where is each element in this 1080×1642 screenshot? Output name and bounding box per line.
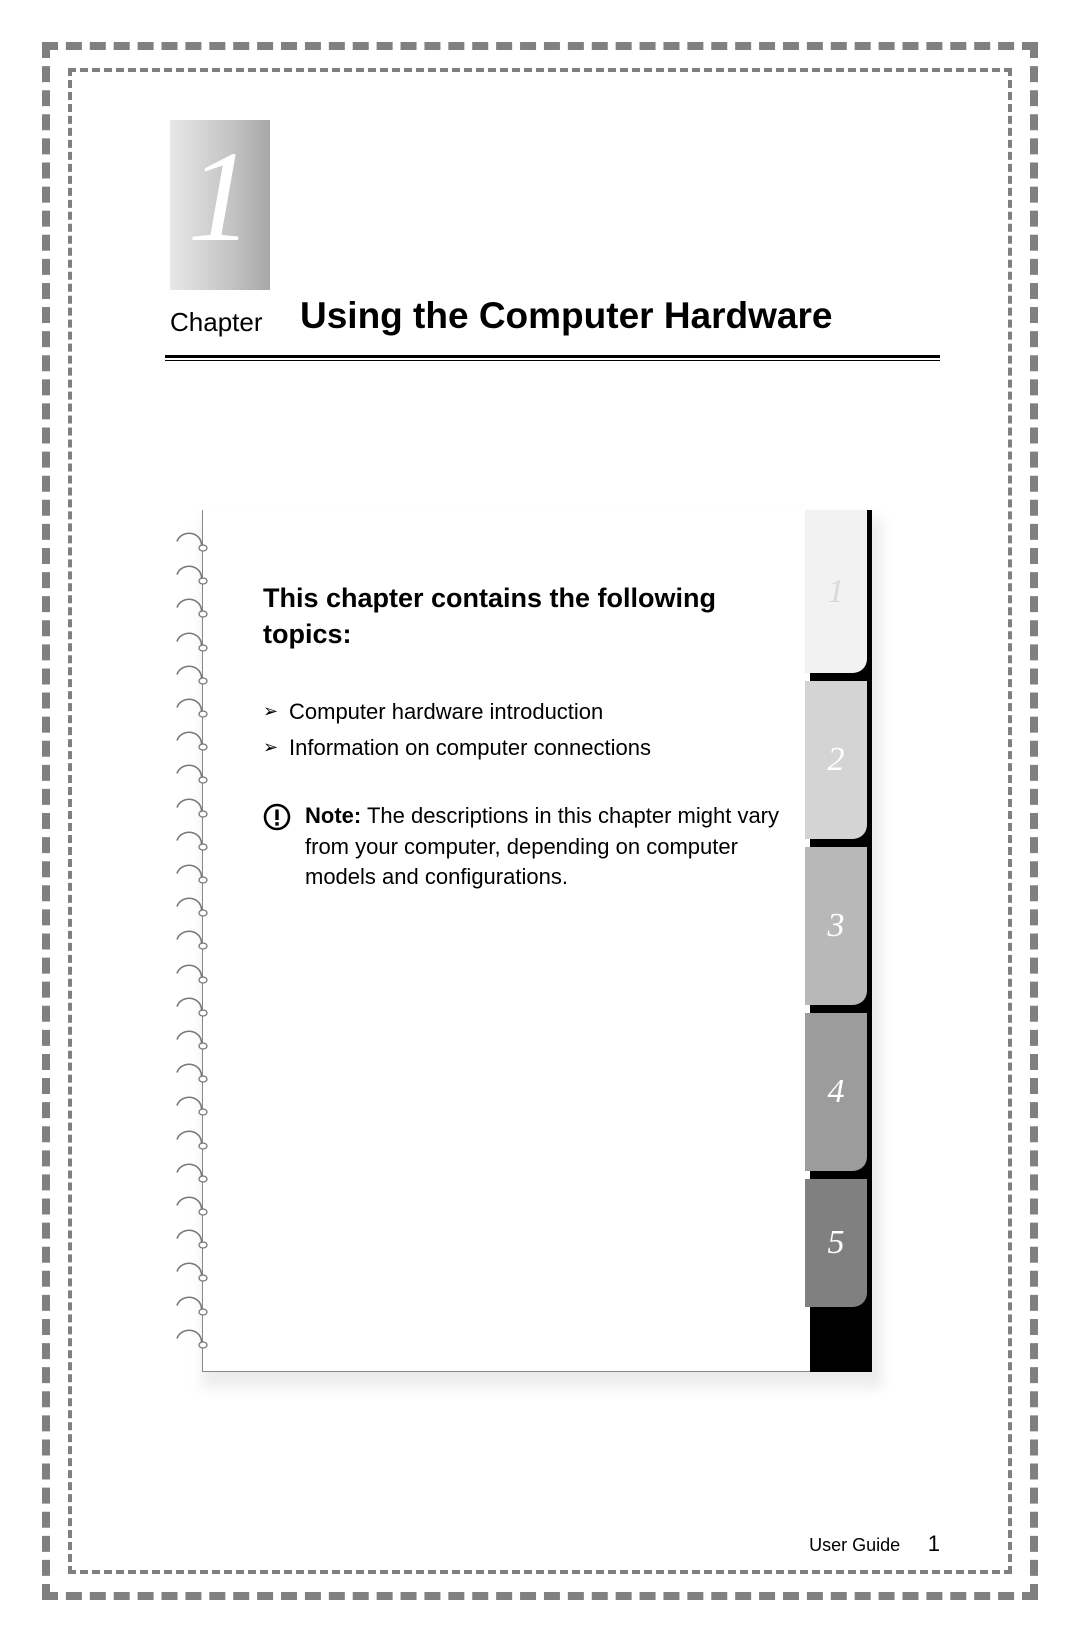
note-label: Note:	[305, 803, 361, 828]
spiral-ring	[175, 1059, 209, 1086]
spiral-ring	[175, 1159, 209, 1186]
section-tab-3[interactable]: 3	[805, 847, 867, 1005]
topic-item: Computer hardware introduction	[263, 699, 783, 725]
spiral-ring	[175, 993, 209, 1020]
spiral-ring	[175, 1292, 209, 1319]
spiral-ring	[175, 1225, 209, 1252]
note-block: Note: The descriptions in this chapter m…	[263, 801, 783, 893]
page-footer: User Guide 1	[809, 1531, 940, 1557]
topic-list: Computer hardware introduction Informatio…	[263, 699, 783, 761]
section-tab-1[interactable]: 1	[805, 510, 867, 673]
spiral-binding	[175, 528, 225, 1358]
title-divider	[165, 355, 940, 361]
page-content: 1 Chapter Using the Computer Hardware 12…	[105, 85, 975, 1557]
spiral-ring	[175, 960, 209, 987]
note-text: Note: The descriptions in this chapter m…	[305, 801, 783, 893]
section-tab-5[interactable]: 5	[805, 1179, 867, 1307]
chapter-number: 1	[188, 132, 253, 262]
spiral-ring	[175, 1026, 209, 1053]
spiral-ring	[175, 594, 209, 621]
spiral-ring	[175, 1325, 209, 1352]
chapter-label: Chapter	[170, 307, 263, 338]
footer-label: User Guide	[809, 1535, 900, 1555]
spiral-ring	[175, 661, 209, 688]
spiral-ring	[175, 628, 209, 655]
spiral-ring	[175, 827, 209, 854]
spiral-ring	[175, 694, 209, 721]
spiral-ring	[175, 1192, 209, 1219]
topic-item: Information on computer connections	[263, 735, 783, 761]
chapter-title: Using the Computer Hardware	[300, 295, 832, 337]
notebook-page: 12345 This chapter contains the followin…	[202, 510, 867, 1372]
spiral-ring	[175, 561, 209, 588]
topics-heading: This chapter contains the following topi…	[263, 580, 783, 653]
spiral-ring	[175, 1092, 209, 1119]
alert-icon	[263, 803, 291, 831]
spiral-ring	[175, 1258, 209, 1285]
spiral-ring	[175, 860, 209, 887]
spiral-ring	[175, 1126, 209, 1153]
footer-page-number: 1	[928, 1531, 940, 1556]
section-tab-2[interactable]: 2	[805, 681, 867, 839]
section-tab-4[interactable]: 4	[805, 1013, 867, 1171]
spiral-ring	[175, 893, 209, 920]
spiral-ring	[175, 528, 209, 555]
spiral-ring	[175, 760, 209, 787]
note-body: The descriptions in this chapter might v…	[305, 803, 779, 890]
spiral-ring	[175, 794, 209, 821]
spiral-ring	[175, 727, 209, 754]
notebook: 12345 This chapter contains the followin…	[177, 510, 877, 1380]
chapter-number-badge: 1	[170, 120, 270, 290]
notebook-body: This chapter contains the following topi…	[263, 580, 783, 893]
spiral-ring	[175, 926, 209, 953]
